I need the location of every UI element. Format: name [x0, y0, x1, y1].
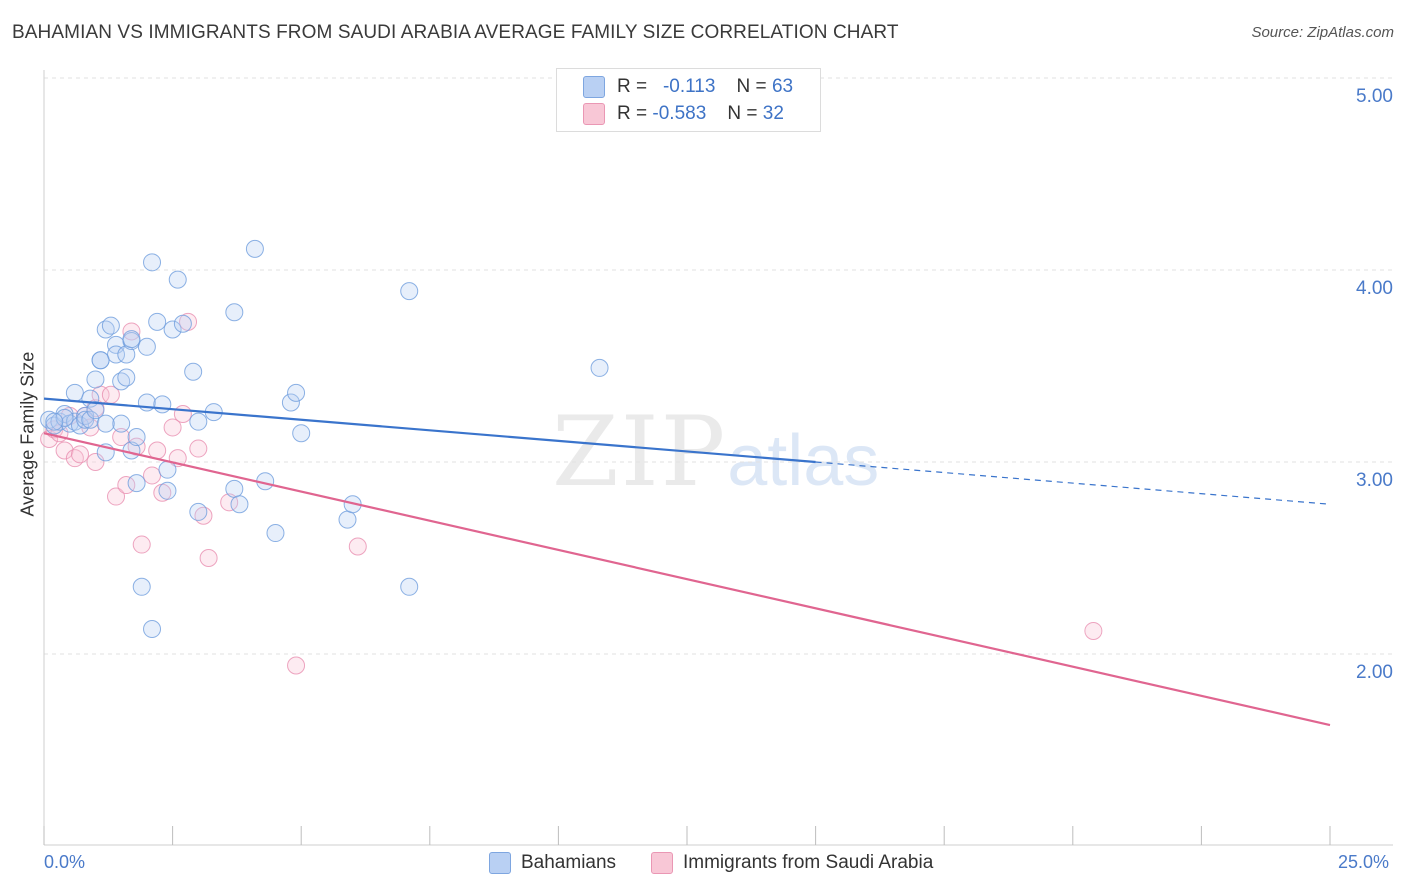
legend-label-bahamians: Bahamians — [521, 852, 617, 873]
bahamian-point — [122, 330, 141, 349]
n-label: N = — [736, 76, 767, 97]
n-value: 63 — [771, 76, 794, 97]
bahamian-point — [189, 412, 208, 431]
r-label: R = — [617, 103, 648, 124]
bahamian-point — [127, 428, 146, 447]
saudi-point — [122, 322, 141, 341]
stats-legend: R = -0.113 N = 63 R = -0.583 N = 32 — [556, 68, 821, 132]
bahamian-point — [81, 410, 100, 429]
bahamian-point — [45, 412, 64, 431]
saudi-legend-icon — [651, 852, 673, 874]
bahamian-point — [225, 303, 244, 322]
bahamian-point — [132, 577, 151, 596]
x-tick-label-max: 25.0% — [1338, 852, 1390, 872]
chart-title: BAHAMIAN VS IMMIGRANTS FROM SAUDI ARABIA… — [12, 22, 899, 43]
bahamian-point — [91, 351, 110, 370]
saudi-point — [132, 535, 151, 554]
bahamian-point — [173, 314, 192, 333]
bahamian-point — [163, 320, 182, 339]
saudi-trend-line — [43, 432, 1331, 727]
y-axis-label: Average Family Size — [17, 351, 38, 517]
bahamian-point — [158, 460, 177, 479]
bahamian-point — [184, 362, 203, 381]
bahamian-point — [266, 524, 285, 543]
y-tick-label: 3.00 — [1356, 470, 1393, 491]
saudi-swatch-icon — [583, 103, 605, 125]
y-tick-labels: 2.00 3.00 4.00 5.00 — [1356, 86, 1393, 683]
bahamians-trend-extension — [815, 461, 1331, 505]
bahamian-point — [225, 479, 244, 498]
bahamian-point — [153, 395, 172, 414]
bahamians-trend-line — [43, 397, 816, 464]
points-layer — [40, 239, 1103, 675]
saudi-point — [143, 466, 162, 485]
grid-layer — [44, 77, 1393, 655]
bahamian-point — [55, 408, 74, 427]
bahamian-point — [338, 510, 357, 529]
axis-layer — [43, 70, 1393, 846]
bahamians-swatch-icon — [583, 76, 605, 98]
bahamians-legend-icon — [489, 852, 511, 874]
n-label: N = — [727, 103, 758, 124]
trend-layer — [43, 397, 1331, 727]
bahamian-point — [245, 239, 264, 258]
bahamian-point — [143, 253, 162, 272]
bahamian-point — [96, 414, 115, 433]
legend-label-saudi: Immigrants from Saudi Arabia — [683, 852, 934, 873]
bahamian-point — [107, 345, 126, 364]
saudi-point — [189, 439, 208, 458]
saudi-point — [1084, 621, 1103, 640]
chart-source: Source: ZipAtlas.com — [1251, 24, 1394, 41]
legend-item-saudi[interactable]: Immigrants from Saudi Arabia — [651, 852, 933, 874]
bahamian-point — [590, 358, 609, 377]
bahamian-point — [287, 383, 306, 402]
bahamian-point — [117, 368, 136, 387]
r-value: -0.113 — [662, 76, 716, 97]
saudi-point — [199, 549, 218, 567]
bahamian-point — [400, 282, 419, 301]
bahamian-point — [168, 270, 187, 289]
saudi-point — [55, 441, 74, 460]
saudi-point — [173, 405, 192, 423]
bahamian-point — [143, 620, 162, 639]
x-tick-label-min: 0.0% — [44, 852, 86, 872]
y-tick-label: 5.00 — [1356, 86, 1393, 107]
n-value: 32 — [762, 103, 784, 124]
bahamian-point — [86, 370, 105, 389]
y-tick-label: 2.00 — [1356, 662, 1393, 683]
r-value: -0.583 — [652, 103, 707, 124]
bahamian-point — [65, 383, 84, 402]
saudi-point — [71, 445, 90, 464]
bahamian-point — [101, 316, 120, 335]
stats-legend-row-bahamians: R = -0.113 N = 63 — [583, 75, 793, 99]
watermark: ZIPatlas — [552, 396, 879, 508]
bahamian-point — [400, 577, 419, 596]
r-label: R = — [617, 76, 648, 97]
bahamian-point — [281, 393, 300, 412]
bahamian-point — [137, 337, 156, 356]
bahamian-point — [127, 474, 146, 493]
bahamian-point — [148, 312, 167, 331]
saudi-point — [163, 418, 182, 437]
bahamian-point — [158, 481, 177, 500]
stats-legend-row-saudi: R = -0.583 N = 32 — [583, 102, 784, 126]
bahamian-point — [86, 401, 105, 420]
bahamian-point — [112, 414, 131, 433]
saudi-point — [107, 487, 126, 506]
saudi-point — [348, 537, 367, 556]
y-tick-label: 4.00 — [1356, 278, 1393, 299]
bahamian-point — [55, 405, 74, 423]
bahamian-point — [71, 416, 90, 435]
bahamian-point — [230, 495, 249, 514]
legend-item-bahamians[interactable]: Bahamians — [489, 852, 616, 874]
bahamian-point — [292, 424, 311, 443]
saudi-point — [112, 428, 131, 447]
saudi-point — [287, 656, 306, 675]
bahamian-point — [189, 502, 208, 521]
